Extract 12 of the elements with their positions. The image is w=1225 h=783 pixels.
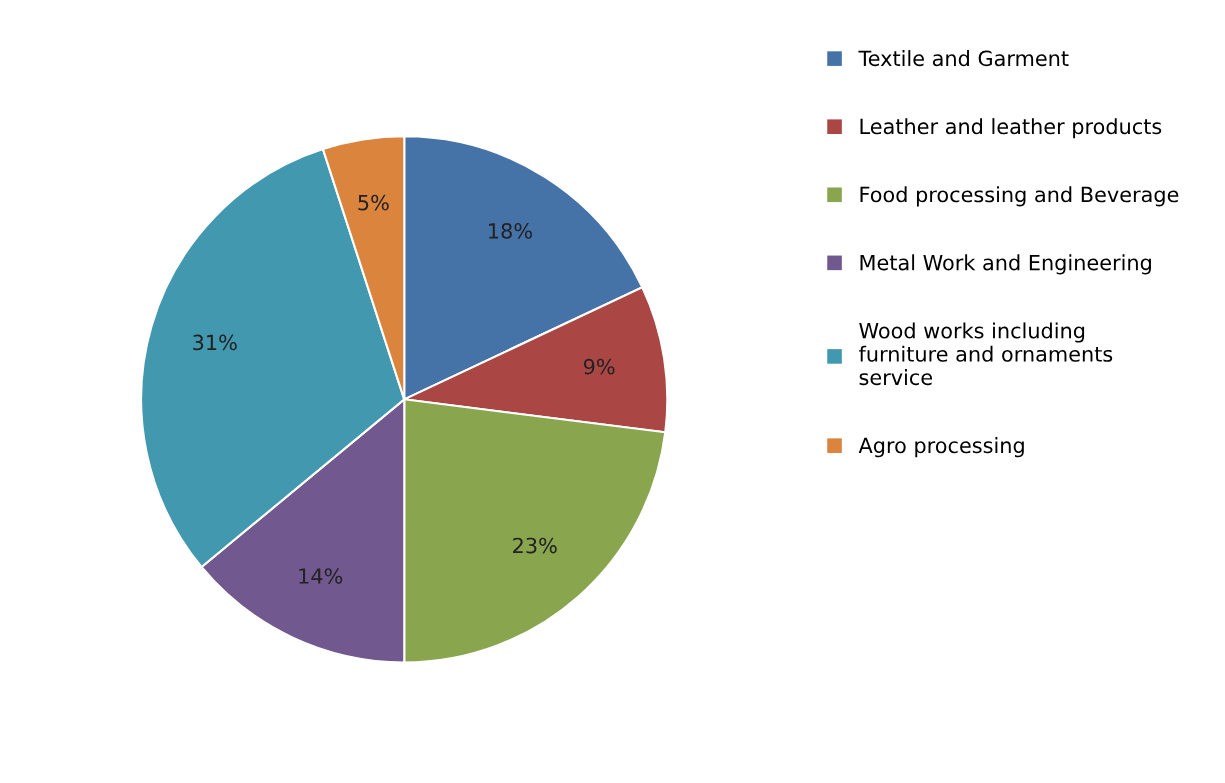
legend-label: Food processing and Beverage: [860, 186, 1179, 207]
legend-label: Textile and Garment: [858, 50, 1069, 67]
legend-label: Wood works including furniture and ornaments service: [858, 322, 1113, 386]
legend-label: Agro processing: [858, 437, 1024, 458]
data-label: 5%: [358, 194, 389, 211]
data-label: 31%: [193, 334, 237, 351]
data-label: 9%: [583, 358, 615, 375]
data-label: 14%: [299, 568, 343, 584]
data-label: 23%: [513, 537, 557, 554]
legend-label: Metal Work and Engineering: [860, 254, 1151, 275]
data-label: 18%: [489, 223, 532, 239]
legend-label: Leather and leather products: [860, 118, 1162, 139]
